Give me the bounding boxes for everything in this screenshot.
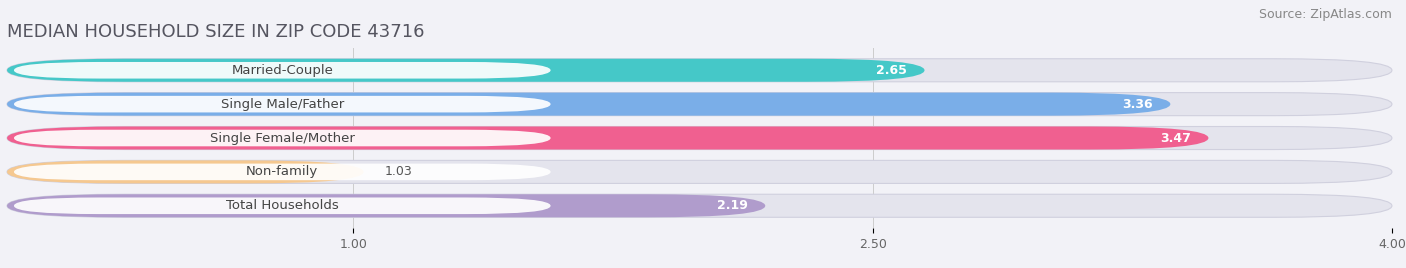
- FancyBboxPatch shape: [7, 93, 1170, 116]
- Text: Source: ZipAtlas.com: Source: ZipAtlas.com: [1258, 8, 1392, 21]
- Text: 3.36: 3.36: [1122, 98, 1153, 111]
- FancyBboxPatch shape: [14, 62, 551, 79]
- FancyBboxPatch shape: [7, 194, 1392, 217]
- Text: MEDIAN HOUSEHOLD SIZE IN ZIP CODE 43716: MEDIAN HOUSEHOLD SIZE IN ZIP CODE 43716: [7, 23, 425, 41]
- FancyBboxPatch shape: [14, 130, 551, 146]
- FancyBboxPatch shape: [14, 163, 551, 180]
- Text: 2.65: 2.65: [876, 64, 907, 77]
- Text: Single Female/Mother: Single Female/Mother: [209, 132, 354, 144]
- FancyBboxPatch shape: [7, 59, 925, 82]
- Text: Married-Couple: Married-Couple: [232, 64, 333, 77]
- FancyBboxPatch shape: [14, 96, 551, 113]
- Text: Total Households: Total Households: [226, 199, 339, 212]
- FancyBboxPatch shape: [7, 59, 1392, 82]
- FancyBboxPatch shape: [7, 126, 1208, 150]
- FancyBboxPatch shape: [7, 93, 1392, 116]
- Text: Single Male/Father: Single Male/Father: [221, 98, 344, 111]
- FancyBboxPatch shape: [7, 160, 364, 183]
- Text: 2.19: 2.19: [717, 199, 748, 212]
- FancyBboxPatch shape: [14, 198, 551, 214]
- FancyBboxPatch shape: [7, 194, 765, 217]
- FancyBboxPatch shape: [7, 160, 1392, 183]
- Text: 1.03: 1.03: [384, 165, 412, 178]
- FancyBboxPatch shape: [7, 126, 1392, 150]
- Text: Non-family: Non-family: [246, 165, 318, 178]
- Text: 3.47: 3.47: [1160, 132, 1191, 144]
